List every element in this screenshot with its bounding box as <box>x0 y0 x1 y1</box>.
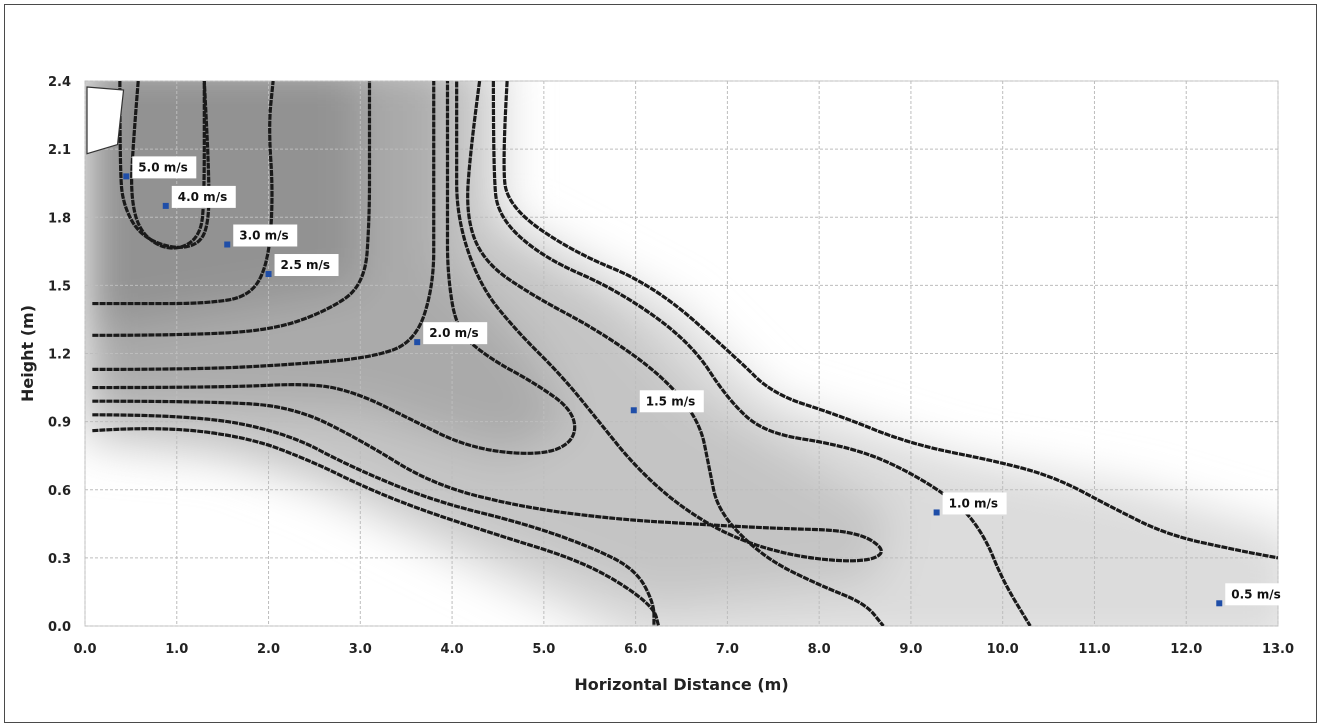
velocity-labels: 5.0 m/s 4.0 m/s 3.0 m/s 2.5 m/s 2.0 m/s 1.5 m… <box>123 156 1290 607</box>
x-tick-label: 2.0 <box>257 642 280 657</box>
y-tick-label: 2.1 <box>48 143 71 158</box>
contour-line <box>92 81 436 371</box>
x-tick-label: 5.0 <box>532 642 555 657</box>
velocity-marker <box>933 509 940 516</box>
contour-chart: 5.0 m/s 4.0 m/s 3.0 m/s 2.5 m/s 2.0 m/s 1.5 m… <box>18 75 1294 694</box>
x-tick-label: 10.0 <box>987 642 1019 657</box>
contour-line <box>92 81 577 455</box>
contour-line <box>92 81 883 563</box>
velocity-label-text: 1.0 m/s <box>949 496 998 510</box>
y-axis-ticks: 0.0 0.3 0.6 0.9 1.2 1.5 1.8 2.1 2.4 <box>48 75 71 635</box>
x-axis-ticks: 0.0 1.0 2.0 3.0 4.0 5.0 6.0 7.0 8.0 9.0 10.0 11.0 12… <box>73 642 1294 657</box>
velocity-label-text: 2.5 m/s <box>281 258 330 272</box>
velocity-label-text: 1.5 m/s <box>646 394 695 408</box>
y-axis-title: Height (m) <box>18 305 37 402</box>
contour-line <box>491 81 1032 626</box>
velocity-label-text: 5.0 m/s <box>138 160 187 174</box>
y-tick-label: 0.9 <box>48 416 71 431</box>
velocity-marker <box>1216 600 1223 607</box>
y-tick-label: 0.6 <box>48 484 71 499</box>
x-tick-label: 1.0 <box>165 642 188 657</box>
y-tick-label: 1.8 <box>48 211 71 226</box>
y-tick-label: 0.3 <box>48 552 71 567</box>
label-box <box>274 254 339 277</box>
label-box <box>423 322 488 345</box>
grid-lines <box>84 80 1279 627</box>
x-tick-label: 11.0 <box>1078 642 1110 657</box>
label-box <box>132 156 197 179</box>
x-tick-label: 8.0 <box>808 642 831 657</box>
velocity-label: 1.5 m/s <box>630 390 704 414</box>
velocity-label: 2.0 m/s <box>414 322 488 346</box>
air-inlet-diffuser <box>86 86 125 155</box>
x-tick-label: 7.0 <box>716 642 739 657</box>
x-tick-label: 12.0 <box>1170 642 1202 657</box>
diffuser-icon <box>86 86 125 155</box>
x-axis-title: Horizontal Distance (m) <box>574 675 788 694</box>
velocity-label-text: 2.0 m/s <box>429 326 478 340</box>
y-tick-label: 0.0 <box>48 620 71 635</box>
contour-line <box>502 81 1278 560</box>
velocity-label-text: 3.0 m/s <box>239 229 288 243</box>
label-box <box>171 185 236 208</box>
velocity-marker <box>414 339 421 346</box>
velocity-marker <box>265 271 272 278</box>
label-box <box>1225 583 1290 606</box>
velocity-label: 3.0 m/s <box>224 224 298 248</box>
contour-line <box>92 413 656 626</box>
velocity-label: 0.5 m/s <box>1216 583 1290 607</box>
velocity-label: 5.0 m/s <box>123 156 197 180</box>
contour-line <box>92 427 661 626</box>
velocity-label: 4.0 m/s <box>162 185 236 209</box>
y-tick-label: 1.5 <box>48 279 71 294</box>
y-tick-label: 2.4 <box>48 75 71 90</box>
contour-line <box>92 81 275 306</box>
contour-line <box>130 81 206 250</box>
label-box <box>233 224 298 247</box>
contour-line <box>92 81 372 337</box>
label-box <box>639 390 704 413</box>
velocity-marker <box>123 173 130 180</box>
velocity-label: 2.5 m/s <box>265 254 339 278</box>
label-box <box>942 492 1007 515</box>
y-tick-label: 1.2 <box>48 348 71 363</box>
velocity-label-text: 0.5 m/s <box>1231 587 1280 601</box>
x-tick-label: 4.0 <box>441 642 464 657</box>
velocity-marker <box>162 202 169 209</box>
chart-frame: 5.0 m/s 4.0 m/s 3.0 m/s 2.5 m/s 2.0 m/s 1.5 m… <box>4 4 1317 723</box>
velocity-label: 1.0 m/s <box>933 492 1007 516</box>
x-tick-label: 9.0 <box>899 642 922 657</box>
velocity-marker <box>630 407 637 414</box>
x-tick-label: 3.0 <box>349 642 372 657</box>
x-tick-label: 13.0 <box>1262 642 1294 657</box>
velocity-label-text: 4.0 m/s <box>178 190 227 204</box>
x-tick-label: 6.0 <box>624 642 647 657</box>
x-tick-label: 0.0 <box>73 642 96 657</box>
velocity-marker <box>224 241 231 248</box>
contour-line <box>118 81 211 249</box>
